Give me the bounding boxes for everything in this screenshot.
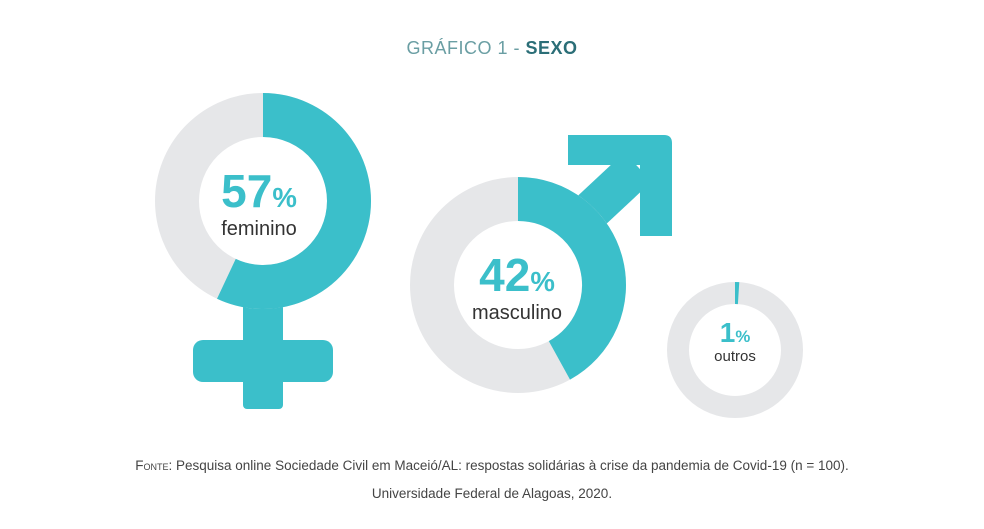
category-label-outros: outros (714, 348, 756, 365)
female-symbol-crossbar (193, 340, 333, 382)
value-label-masculino: 42% (479, 249, 555, 301)
source-label: Fonte: (135, 458, 173, 473)
category-label-masculino: masculino (471, 302, 563, 324)
category-label-feminino: feminino (221, 218, 297, 240)
value-label-outros: 1% (719, 317, 751, 348)
source-text: Pesquisa online Sociedade Civil em Macei… (176, 458, 849, 473)
chart-title-main: SEXO (525, 38, 578, 58)
chart-title: GRÁFICO 1 - SEXO (0, 38, 984, 59)
value-label-feminino: 57% (221, 165, 297, 217)
label-feminino: 57% feminino (184, 168, 334, 240)
source-line-1: Fonte: Pesquisa online Sociedade Civil e… (0, 458, 984, 473)
label-masculino: 42% masculino (442, 252, 592, 324)
chart-title-prefix: GRÁFICO 1 - (406, 38, 526, 58)
male-symbol-arrowhead (568, 135, 672, 236)
source-line-2: Universidade Federal de Alagoas, 2020. (371, 486, 613, 501)
label-outros: 1% outros (690, 319, 780, 366)
ring-value-feminino (217, 93, 371, 309)
ring-value-masculino (517, 177, 626, 380)
